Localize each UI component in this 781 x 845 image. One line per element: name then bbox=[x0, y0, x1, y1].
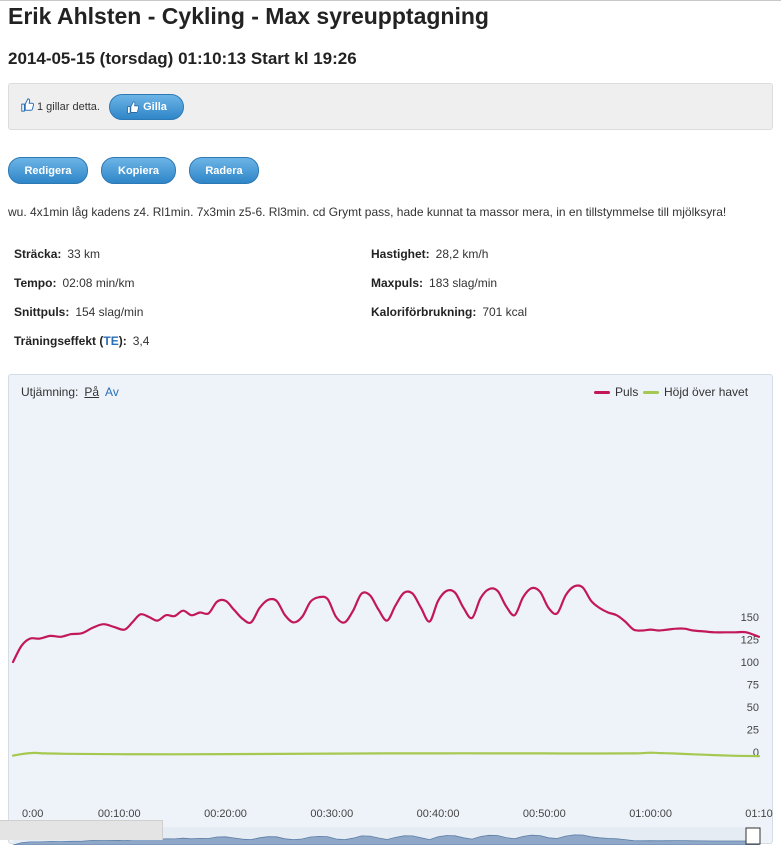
page-title: Erik Ahlsten - Cykling - Max syreupptagn… bbox=[8, 3, 489, 29]
smoothing-label: Utjämning: bbox=[21, 385, 79, 399]
legend-item-altitude[interactable]: Höjd över havet bbox=[643, 385, 748, 399]
top-border bbox=[0, 0, 781, 1]
legend-swatch-pulse bbox=[594, 390, 610, 394]
stat-speed: Hastighet: 28,2 km/h bbox=[371, 247, 488, 261]
stat-calories-value: 701 kcal bbox=[482, 305, 528, 319]
activity-date-duration: 2014-05-15 (torsdag) 01:10:13 Start kl 1… bbox=[8, 49, 357, 68]
smoothing-control: Utjämning: På Av bbox=[21, 385, 119, 399]
y-tick-label: 0 bbox=[753, 747, 759, 759]
stat-maxpulse-label: Maxpuls: bbox=[371, 276, 424, 290]
like-box: 1 gillar detta. Gilla bbox=[8, 83, 773, 130]
stat-avgpulse: Snittpuls: 154 slag/min bbox=[14, 305, 143, 319]
horizontal-scrollbar[interactable] bbox=[0, 820, 163, 840]
x-tick-label: 00:20:00 bbox=[204, 808, 247, 820]
stat-maxpulse: Maxpuls: 183 slag/min bbox=[371, 276, 497, 290]
stat-distance-value: 33 km bbox=[67, 247, 101, 261]
x-tick-label: 00:10:00 bbox=[98, 808, 141, 820]
smoothing-on-link[interactable]: På bbox=[84, 385, 100, 399]
y-tick-label: 75 bbox=[747, 680, 759, 692]
x-tick-label: 01:10 bbox=[745, 808, 773, 820]
chart-panel: Utjämning: På Av Puls Höjd över havet 0 25 5… bbox=[8, 374, 774, 845]
y-tick-label: 150 bbox=[741, 612, 759, 624]
y-tick-label: 50 bbox=[747, 702, 759, 714]
stat-speed-value: 28,2 km/h bbox=[435, 247, 489, 261]
smoothing-off-link[interactable]: Av bbox=[105, 385, 119, 399]
stat-te-label-suffix: ): bbox=[118, 334, 127, 348]
like-count: 1 gillar detta. bbox=[37, 101, 100, 113]
legend-swatch-altitude bbox=[643, 390, 659, 394]
activity-description: wu. 4x1min låg kadens z4. Rl1min. 7x3min… bbox=[8, 205, 727, 219]
edit-button[interactable]: Redigera bbox=[8, 157, 88, 184]
altitude-series-line bbox=[11, 751, 761, 758]
x-tick-label: 00:50:00 bbox=[523, 808, 566, 820]
stat-pace-value: 02:08 min/km bbox=[62, 276, 135, 290]
y-tick-label: 100 bbox=[741, 657, 759, 669]
y-tick-label: 125 bbox=[741, 635, 759, 647]
thumbs-up-icon bbox=[21, 98, 34, 112]
stat-te-label-prefix: Träningseffekt ( bbox=[14, 334, 104, 348]
stat-pace-label: Tempo: bbox=[14, 276, 57, 290]
stat-distance-label: Sträcka: bbox=[14, 247, 62, 261]
pulse-series-line bbox=[11, 584, 761, 664]
like-button-label: Gilla bbox=[143, 101, 167, 113]
y-tick-label: 25 bbox=[747, 725, 759, 737]
stat-te-value: 3,4 bbox=[132, 334, 150, 348]
x-tick-label: 0:00 bbox=[22, 808, 43, 820]
stat-pace: Tempo: 02:08 min/km bbox=[14, 276, 134, 290]
stat-maxpulse-value: 183 slag/min bbox=[429, 276, 498, 290]
like-button[interactable]: Gilla bbox=[109, 94, 184, 120]
stat-avgpulse-value: 154 slag/min bbox=[75, 305, 144, 319]
stat-training-effect: Träningseffekt (TE): 3,4 bbox=[14, 334, 149, 348]
training-effect-link[interactable]: TE bbox=[103, 334, 119, 348]
stat-distance: Sträcka: 33 km bbox=[14, 247, 100, 261]
legend-label-altitude: Höjd över havet bbox=[664, 385, 749, 399]
x-tick-label: 01:00:00 bbox=[629, 808, 672, 820]
delete-button[interactable]: Radera bbox=[189, 157, 259, 184]
pulse-altitude-chart[interactable]: 0 25 50 75 100 125 150 0:00 00:10:00 00:20:00 00:3… bbox=[9, 375, 774, 845]
thumbs-up-icon bbox=[127, 100, 139, 114]
copy-button[interactable]: Kopiera bbox=[101, 157, 176, 184]
stat-calories: Kaloriförbrukning: 701 kcal bbox=[371, 305, 527, 319]
legend-label-pulse: Puls bbox=[615, 385, 639, 399]
x-tick-label: 00:40:00 bbox=[417, 808, 460, 820]
x-tick-label: 00:30:00 bbox=[310, 808, 353, 820]
stat-avgpulse-label: Snittpuls: bbox=[14, 305, 70, 319]
stat-speed-label: Hastighet: bbox=[371, 247, 430, 261]
legend-item-pulse[interactable]: Puls bbox=[594, 385, 638, 399]
navigator-handle[interactable] bbox=[745, 827, 761, 845]
stat-calories-label: Kaloriförbrukning: bbox=[371, 305, 477, 319]
